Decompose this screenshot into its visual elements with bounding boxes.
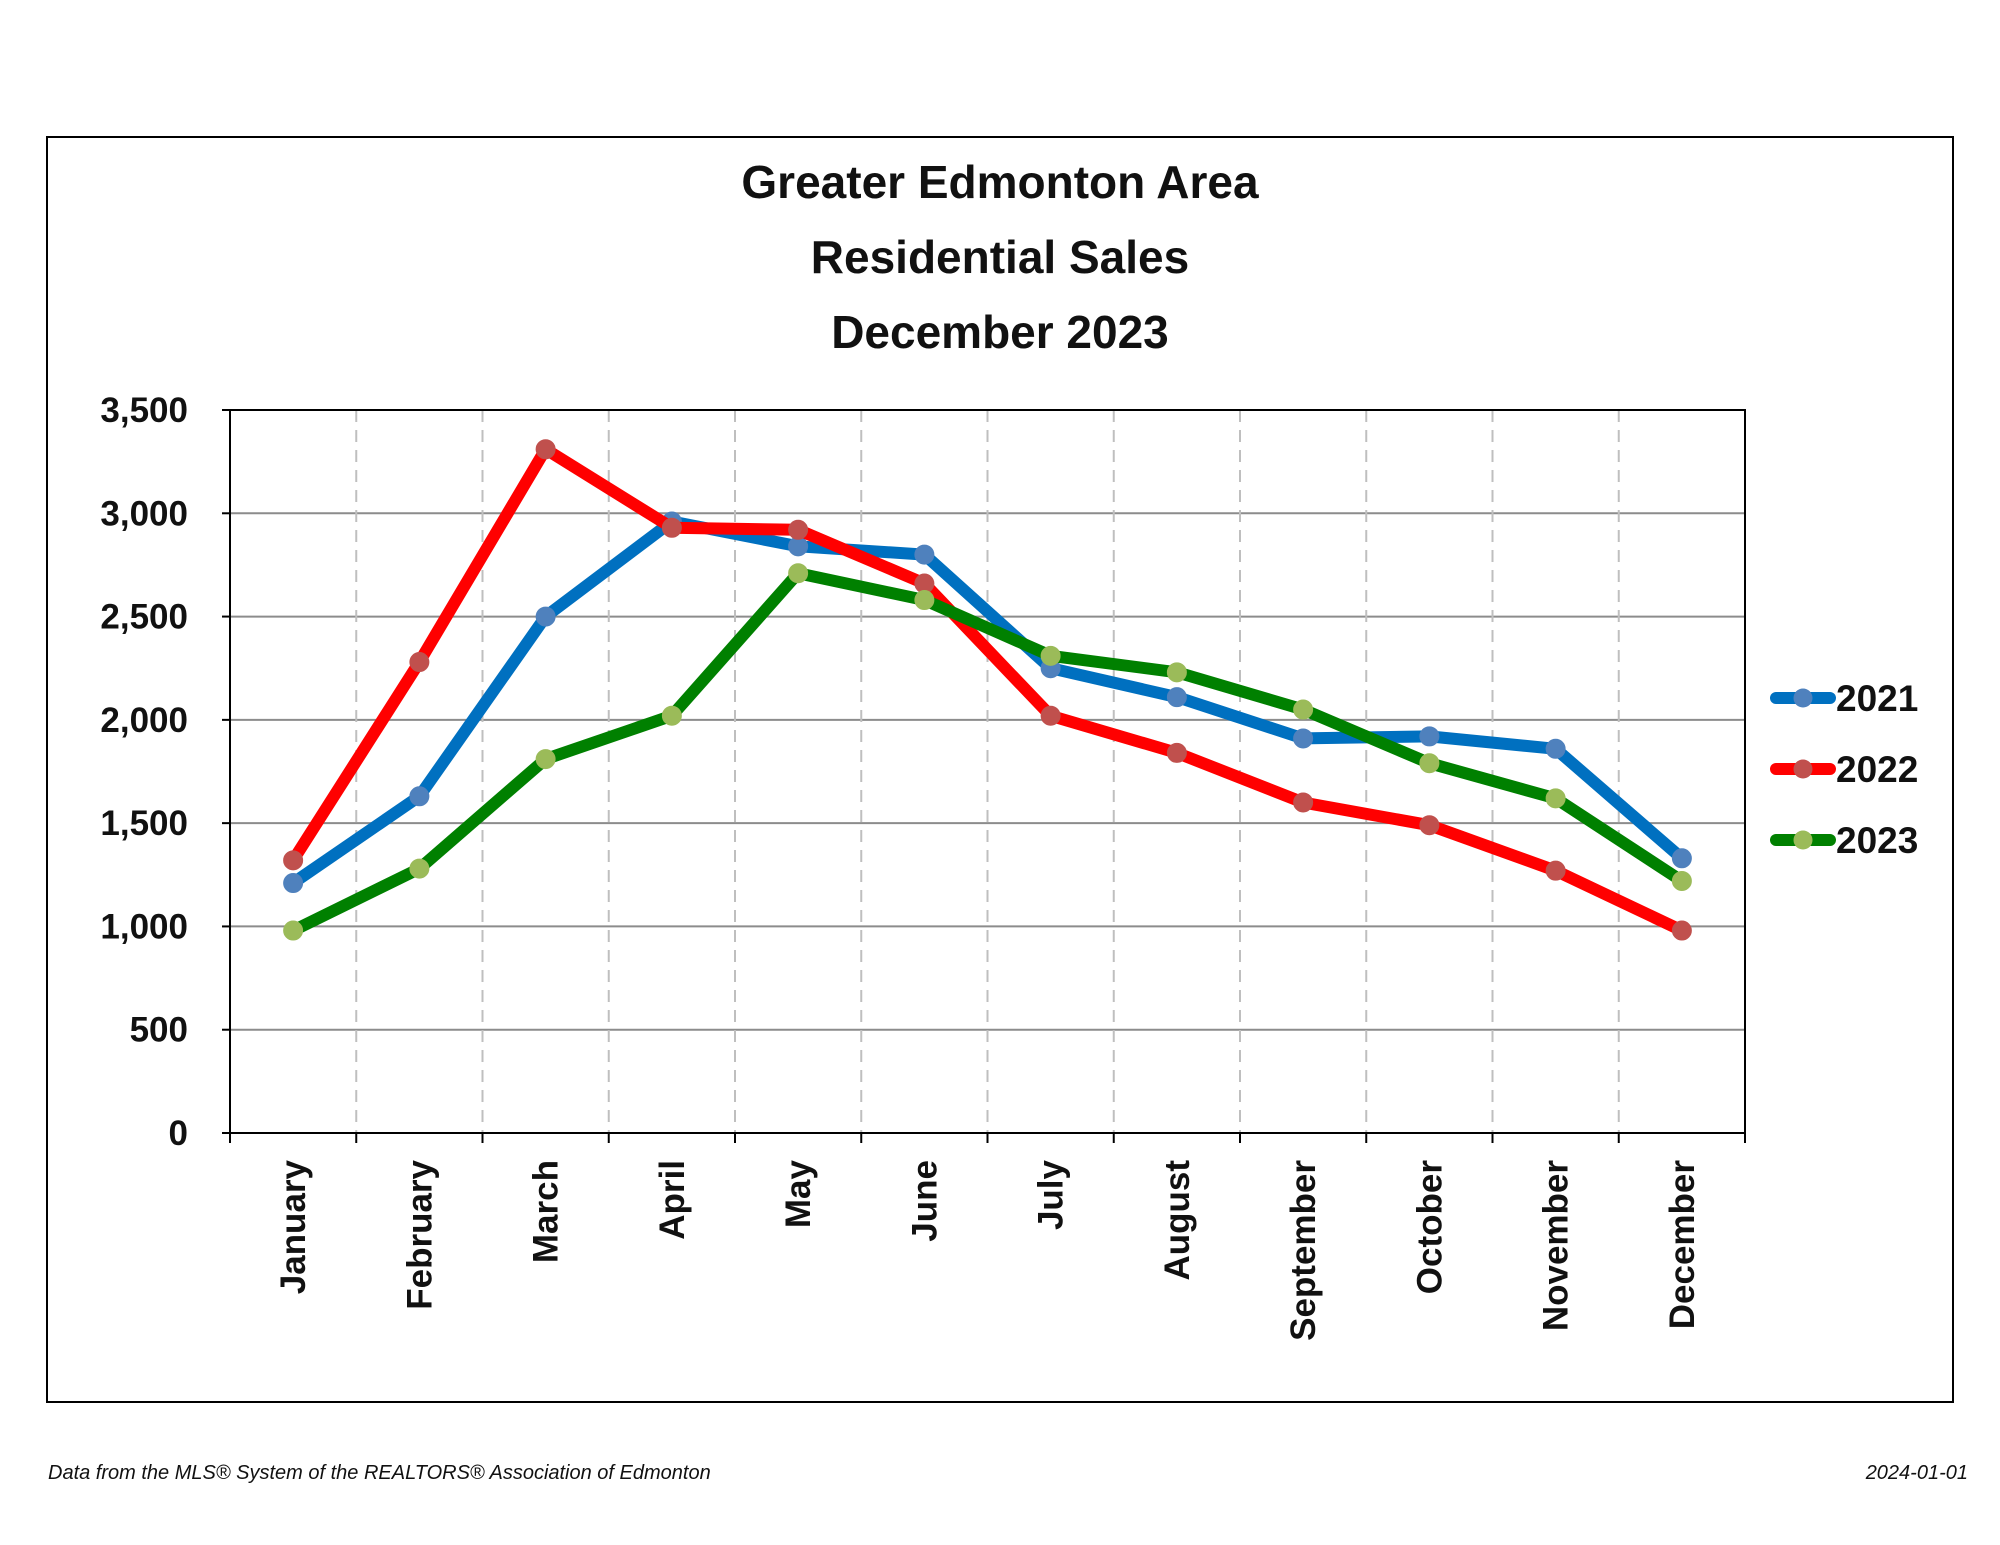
data-point-2021	[535, 606, 556, 627]
x-tick-label: August	[1158, 1160, 1197, 1281]
data-point-2023	[914, 590, 935, 611]
data-point-2022	[409, 652, 430, 673]
series-line-2022	[287, 443, 1688, 937]
data-point-2023	[788, 563, 809, 584]
y-tick-label: 3,500	[100, 391, 188, 430]
legend-label: 2023	[1836, 820, 1918, 861]
data-point-2022	[535, 439, 556, 460]
legend-marker	[1793, 759, 1813, 779]
data-point-2023	[661, 705, 682, 726]
legend-item-2022: 2022	[1770, 749, 1918, 790]
data-point-2022	[661, 517, 682, 538]
chart-title-line: December 2023	[831, 306, 1169, 358]
y-tick-label: 1,500	[100, 804, 188, 843]
data-point-2023	[1040, 645, 1061, 666]
series-2021	[283, 511, 1692, 894]
data-point-2023	[535, 749, 556, 770]
y-tick-label: 2,000	[100, 701, 188, 740]
data-point-2023	[1166, 662, 1187, 683]
x-tick-label: May	[779, 1159, 818, 1228]
data-point-2023	[1545, 788, 1566, 809]
data-point-2022	[788, 519, 809, 540]
legend-label: 2022	[1836, 749, 1918, 790]
x-tick-label: January	[274, 1159, 313, 1294]
data-point-2021	[1545, 738, 1566, 759]
legend-marker	[1793, 688, 1813, 708]
footer-date: 2024-01-01	[1865, 1462, 1968, 1484]
data-point-2022	[1040, 705, 1061, 726]
legend-item-2021: 2021	[1770, 678, 1918, 719]
data-point-2021	[1166, 687, 1187, 708]
grid-lines	[230, 409, 1745, 1133]
legend: 2021 2022 2023	[1770, 678, 1918, 861]
y-tick-label: 1,000	[100, 907, 188, 946]
chart-frame	[46, 136, 1954, 1403]
data-point-2023	[1293, 699, 1314, 720]
y-tick-label: 2,500	[100, 598, 188, 637]
footer-source-note: Data from the MLS® System of the REALTOR…	[48, 1462, 711, 1484]
y-tick-labels: 0 500 1,000 1,500 2,000 2,500 3,000 3,500	[100, 391, 188, 1153]
data-point-2022	[1166, 742, 1187, 763]
data-point-2022	[283, 850, 304, 871]
data-point-2021	[1293, 728, 1314, 749]
x-tick-label: October	[1410, 1160, 1449, 1295]
x-tick-label: June	[905, 1160, 944, 1242]
data-point-2022	[1545, 860, 1566, 881]
y-tick-label: 500	[130, 1011, 188, 1050]
series-2022	[283, 439, 1692, 941]
x-tick-label: April	[653, 1160, 692, 1240]
series-lines	[283, 439, 1692, 941]
x-tick-label: November	[1537, 1160, 1576, 1332]
legend-item-2023: 2023	[1770, 820, 1918, 861]
x-tick-label: March	[527, 1160, 566, 1263]
series-line-2023	[287, 567, 1688, 937]
data-point-2023	[1419, 753, 1440, 774]
data-point-2022	[1293, 792, 1314, 813]
data-point-2021	[1419, 726, 1440, 747]
chart-title-line: Residential Sales	[811, 231, 1189, 283]
data-point-2023	[1671, 870, 1692, 891]
chart-title: Greater Edmonton Area Residential Sales De…	[741, 156, 1259, 358]
x-tick-label: December	[1663, 1160, 1702, 1330]
data-point-2021	[409, 786, 430, 807]
legend-marker	[1793, 830, 1813, 850]
chart-title-line: Greater Edmonton Area	[741, 156, 1259, 208]
legend-label: 2021	[1836, 678, 1918, 719]
series-line-2021	[287, 515, 1688, 889]
data-point-2022	[1419, 815, 1440, 836]
x-tick-label: February	[400, 1159, 439, 1309]
data-point-2021	[1671, 848, 1692, 869]
axes	[222, 409, 1746, 1143]
y-tick-label: 0	[169, 1114, 188, 1153]
data-point-2021	[914, 544, 935, 565]
x-tick-labels: January February March April May June July Augu…	[274, 1159, 1702, 1340]
series-2023	[283, 563, 1692, 941]
data-point-2023	[409, 858, 430, 879]
y-tick-label: 3,000	[100, 494, 188, 533]
data-point-2022	[1671, 920, 1692, 941]
x-tick-label: September	[1284, 1160, 1323, 1341]
x-tick-label: July	[1032, 1159, 1071, 1230]
data-point-2021	[283, 873, 304, 894]
data-point-2023	[283, 920, 304, 941]
